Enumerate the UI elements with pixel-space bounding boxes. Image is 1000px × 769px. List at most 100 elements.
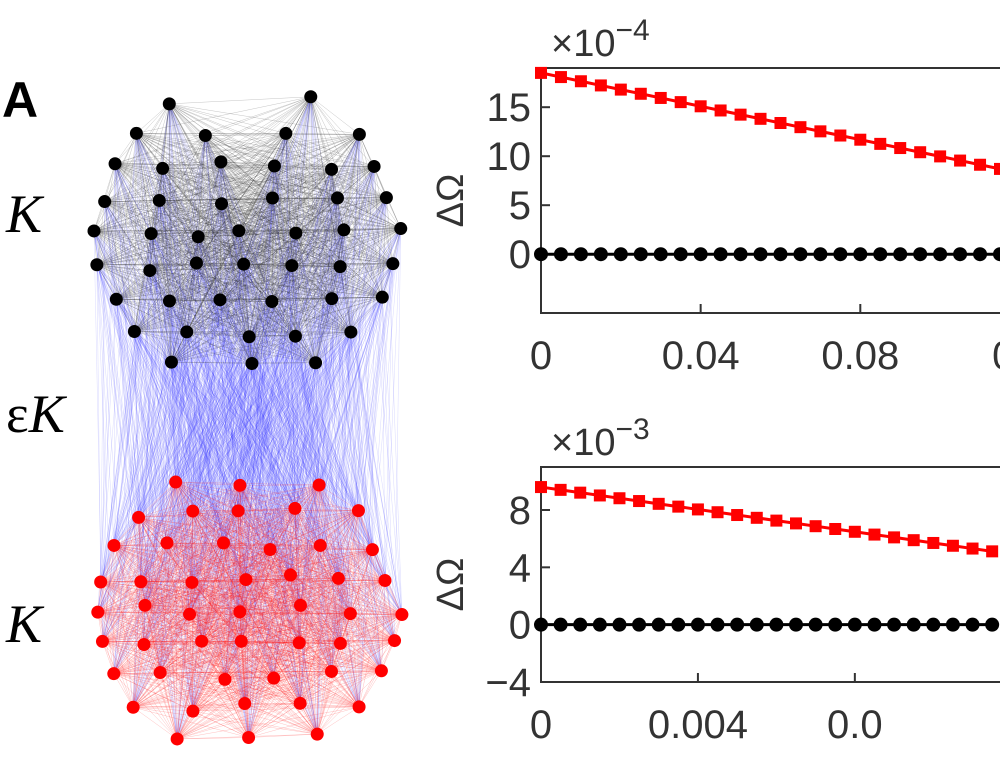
bottom-cluster-node <box>351 504 365 518</box>
bottom-cluster-node <box>216 536 230 550</box>
bottom-cluster-node <box>107 538 121 552</box>
chart-bottom-series-0-point <box>986 545 999 558</box>
top-cluster-node <box>379 191 393 205</box>
chart-top-series-0-point <box>694 100 707 113</box>
bottom-cluster-node <box>293 696 307 710</box>
top-cluster-node <box>180 325 194 339</box>
top-cluster-node <box>386 257 400 271</box>
chart-top-series-0-point <box>774 116 787 129</box>
chart-top-series-1-point <box>653 247 668 262</box>
bottom-cluster-node <box>95 634 109 648</box>
chart-bottom-series-1-point <box>906 617 921 632</box>
chart-bottom-series-1-point <box>887 617 902 632</box>
chart-bottom-ytick-label: 4 <box>509 546 531 590</box>
top-cluster-node <box>214 155 228 169</box>
top-cluster-node <box>144 227 158 241</box>
top-cluster-node <box>156 161 170 175</box>
top-cluster-node <box>162 97 176 111</box>
chart-bottom-series-1-point <box>690 617 705 632</box>
bottom-cluster-node <box>126 700 140 714</box>
chart-bottom-series-0-point <box>770 514 783 527</box>
chart-bottom-series-0-point <box>888 531 901 544</box>
chart-bottom-series-1-point <box>573 617 588 632</box>
chart-bottom-series-1-point <box>612 617 627 632</box>
chart-bottom-ytick-label: 0 <box>509 604 531 648</box>
network-diagram <box>87 90 409 746</box>
chart-bottom-xtick-label: 0 <box>530 703 552 747</box>
top-cluster-node <box>98 195 112 209</box>
chart-top-series-0-point <box>714 104 727 117</box>
chart-top-xtick-label: 0.04 <box>662 334 740 378</box>
bottom-cluster-node <box>395 608 409 622</box>
top-cluster-node <box>337 223 351 237</box>
chart-bottom-series-1-point <box>847 617 862 632</box>
top-cluster-node <box>330 191 344 205</box>
chart-top-plot-area <box>534 66 1000 262</box>
top-cluster-node <box>325 292 339 306</box>
bottom-cluster-label: K <box>5 594 45 654</box>
chart-top-ytick-label: 5 <box>509 184 531 228</box>
top-cluster-node <box>288 329 302 343</box>
chart-bottom-series-0-point <box>927 536 940 549</box>
chart-top-xtick-label: 0.1 <box>992 334 1000 378</box>
chart-bottom-series-0-point <box>574 486 587 499</box>
chart-top-series-0-point <box>894 142 907 155</box>
chart-bottom-ytick-label: 8 <box>509 489 531 533</box>
top-cluster-node <box>394 222 408 236</box>
chart-bottom-series-0-point <box>868 528 881 541</box>
chart-bottom-series-0-point <box>613 492 626 505</box>
bottom-cluster-node <box>333 636 347 650</box>
bottom-cluster-node <box>288 501 302 515</box>
bottom-cluster-node <box>185 575 199 589</box>
chart-top-series-1-point <box>953 247 968 262</box>
bottom-cluster-node <box>239 573 253 587</box>
bottom-cluster-node <box>170 732 184 746</box>
chart-top-series-0-point <box>634 87 647 100</box>
chart-bottom-series-1-point <box>828 617 843 632</box>
chart-top-series-0-point <box>574 75 587 88</box>
top-cluster-node <box>242 330 256 344</box>
coupling-k: K <box>28 384 68 444</box>
chart-top-ytick-label: 0 <box>509 233 531 277</box>
bottom-cluster-node <box>186 704 200 718</box>
bottom-cluster-node <box>183 607 197 621</box>
top-cluster-node <box>191 230 205 244</box>
chart-top-series-1-point <box>833 247 848 262</box>
chart-top-series-0-point <box>934 150 947 163</box>
top-cluster-node <box>108 157 122 171</box>
top-cluster-node <box>325 162 339 176</box>
top-cluster-node <box>237 257 251 271</box>
chart-bottom-xtick-label: 0.004 <box>648 703 748 747</box>
chart-top-series-0-point <box>974 158 987 171</box>
top-cluster-node <box>213 293 227 307</box>
top-cluster-node <box>189 256 203 270</box>
bottom-cluster-node <box>310 727 324 741</box>
chart-top-series-1-point <box>793 247 808 262</box>
bottom-cluster-node <box>374 664 388 678</box>
bottom-cluster-node <box>343 607 357 621</box>
chart-bottom-series-0-point <box>829 522 842 535</box>
chart-top-series-0-point <box>814 125 827 138</box>
chart-top-series-1-point <box>573 247 588 262</box>
chart-bottom-series-0-point <box>535 481 547 494</box>
chart-top-series-0-line <box>540 71 1000 171</box>
chart-bottom-series-1-point <box>945 617 960 632</box>
bottom-cluster-node <box>263 542 277 556</box>
top-cluster-node <box>285 259 299 273</box>
panel-letter: A <box>2 72 38 128</box>
top-cluster-node <box>265 191 279 205</box>
bottom-cluster-node <box>169 475 183 489</box>
chart-top-series-0-point <box>834 129 847 142</box>
chart-bottom-series-0-point <box>633 495 646 508</box>
chart-top-series-1-point <box>633 247 648 262</box>
chart-top-series-1-point <box>873 247 888 262</box>
chart-top-series-1-point <box>733 247 748 262</box>
chart-top-series-1-point <box>973 247 988 262</box>
chart-bottom-series-0-point <box>672 500 685 513</box>
chart-bottom-series-0-point <box>790 517 802 530</box>
chart-top-series-0-point <box>734 108 747 121</box>
chart-top-series-0-point <box>535 66 547 79</box>
chart-bottom-series-0-point <box>593 489 606 502</box>
